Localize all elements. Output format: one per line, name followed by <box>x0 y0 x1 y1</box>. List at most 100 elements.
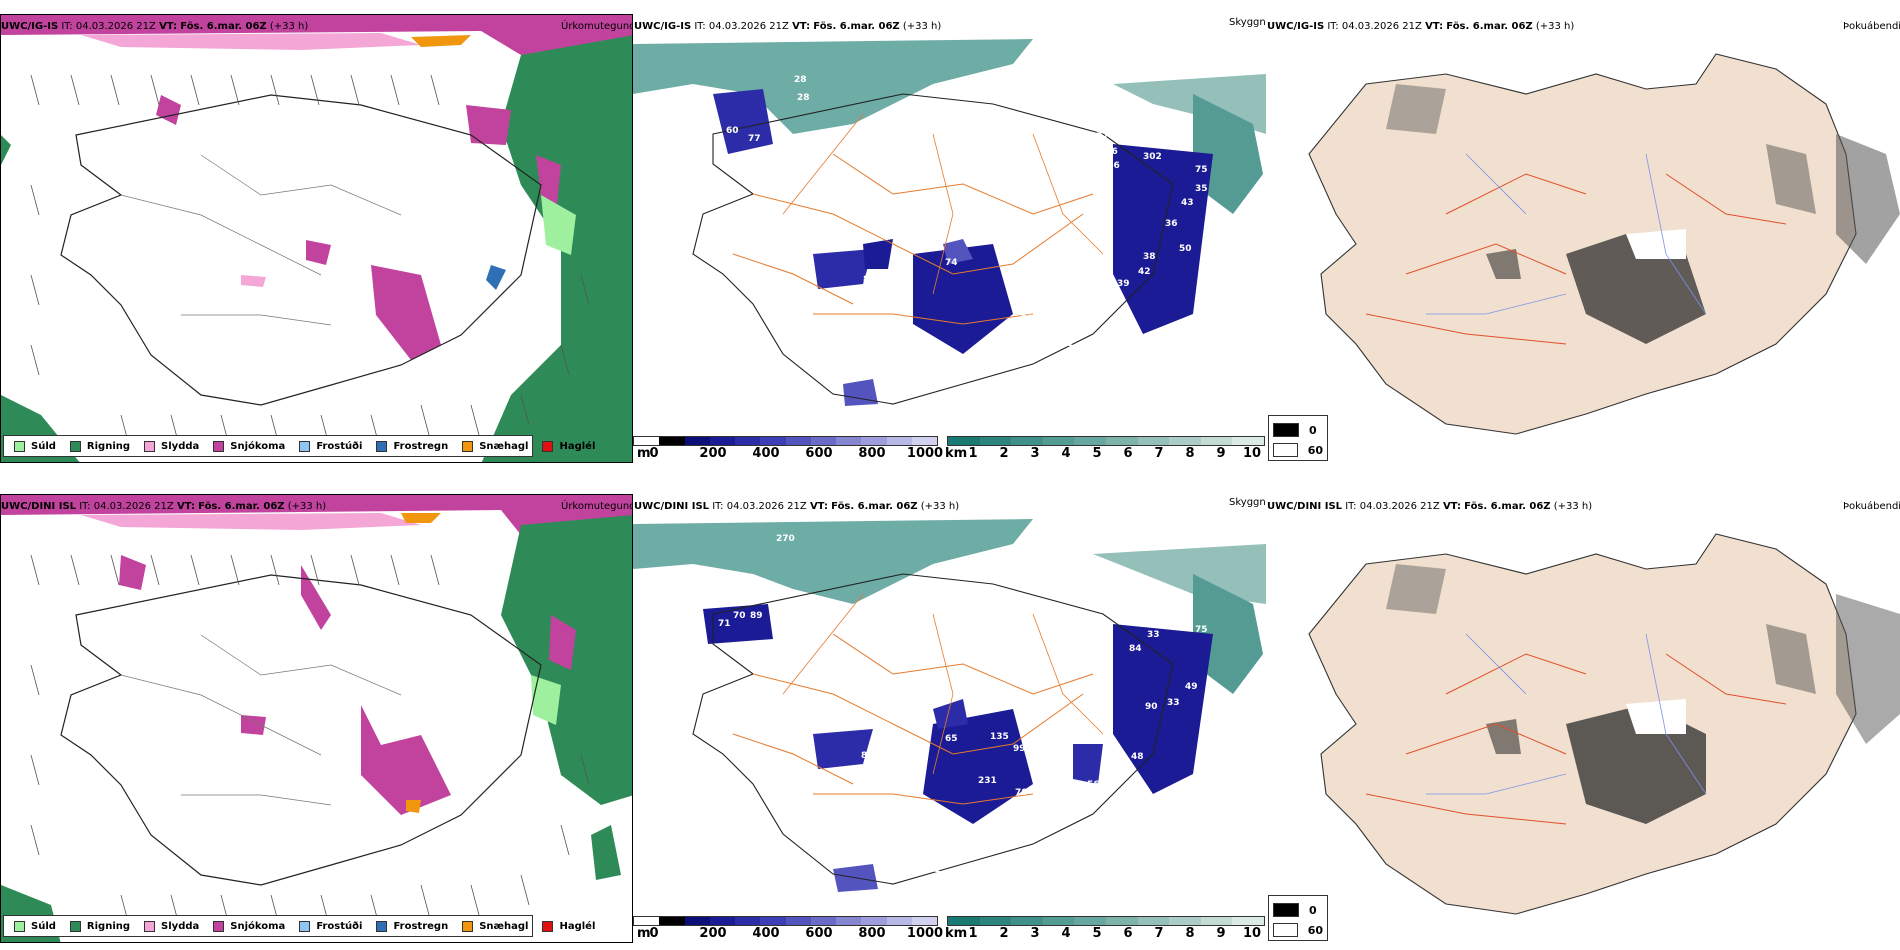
value-label: 36 <box>1165 219 1178 229</box>
cloud-map-bottom <box>633 494 1266 914</box>
value-label: 17 <box>903 386 916 396</box>
legend-item-hagel: Haglél <box>542 920 595 932</box>
fog-map-top <box>1266 14 1900 463</box>
legend-item-rigning: Rigning <box>69 920 130 932</box>
fog-map-panel-top <box>1266 14 1900 463</box>
cloud-value-labels-top: 60 77 95 16 302 75 35 43 36 38 42 39 50 … <box>633 14 1266 434</box>
value-label: 99 <box>1013 744 1026 754</box>
value-label: 91 <box>1021 314 1034 324</box>
fog-map-panel-bottom <box>1266 494 1900 943</box>
map-title-top-3: UWC/IG-IS IT: 04.03.2026 21Z VT: Fös. 6.… <box>1267 21 1575 32</box>
legend-item-frostregn: Frostregn <box>376 920 448 932</box>
field-name-precip-bottom: Úrkomutegund <box>561 501 636 512</box>
value-label: 75 <box>1195 165 1208 175</box>
height-ticks-top: m 0 200 400 600 800 1000 <box>637 446 944 461</box>
value-label: 302 <box>1143 152 1162 162</box>
cloud-value-labels-bottom: 270 71 70 89 116 128 75 33 49 90 48 99 1… <box>633 494 1266 914</box>
field-name-cloud-bottom: Skyggni <box>1229 497 1269 508</box>
value-label: 33 <box>1167 698 1180 708</box>
legend-item-hagel: Haglél <box>542 440 595 452</box>
value-label: 114 <box>885 277 904 287</box>
legend-item-rigning: Rigning <box>69 440 130 452</box>
value-label: 75 <box>1195 625 1208 635</box>
legend-item-snaehagl: Snæhagl <box>462 920 528 932</box>
field-name-fog-top: Þokuábendi <box>1843 21 1900 32</box>
value-label: 74 <box>945 258 958 268</box>
value-label: 48 <box>1131 752 1144 762</box>
cloud-map-top <box>633 14 1266 434</box>
legend-item-suld: Súld <box>14 920 56 932</box>
value-label: 28 <box>797 93 810 103</box>
cloud-map-panel-bottom: 270 71 70 89 116 128 75 33 49 90 48 99 1… <box>633 494 1266 914</box>
value-label: 90 <box>1145 702 1158 712</box>
legend-item-slydda: Slydda <box>144 920 199 932</box>
legend-item-frostudi: Frostúði <box>299 920 362 932</box>
precip-map-top <box>1 15 632 462</box>
value-label: 60 <box>726 126 739 136</box>
value-label: 43 <box>1181 198 1194 208</box>
precip-map-panel-bottom <box>0 494 633 943</box>
legend-item-suld: Súld <box>14 440 56 452</box>
visibility-colorbar-top <box>947 436 1265 446</box>
legend-item-slydda: Slydda <box>144 440 199 452</box>
value-label: 84 <box>1129 644 1142 654</box>
value-label: 89 <box>750 611 763 621</box>
value-label: 11 <box>928 865 941 875</box>
value-label: 86 <box>863 275 876 285</box>
visibility-ticks-top: km 1 2 3 4 5 6 7 8 9 10 <box>945 446 1262 461</box>
visibility-ticks-bottom: km 1 2 3 4 5 6 7 8 9 10 <box>945 926 1262 941</box>
value-label: 135 <box>990 732 1009 742</box>
height-colorbar-bottom <box>633 916 938 926</box>
value-label: 70 <box>1015 788 1028 798</box>
map-title-bottom-1: UWC/DINI ISL IT: 04.03.2026 21Z VT: Fös.… <box>1 501 327 512</box>
value-label: 77 <box>748 134 761 144</box>
value-label: 35 <box>1195 184 1208 194</box>
value-label: 80 <box>861 751 874 761</box>
fog-legend-top: 0 60 <box>1268 415 1328 461</box>
legend-item-snjokoma: Snjókoma <box>213 920 285 932</box>
value-label: 146 <box>1101 161 1120 171</box>
value-label: 77 <box>1096 132 1109 142</box>
value-label: 39 <box>1117 279 1130 289</box>
map-title-top-2: UWC/IG-IS IT: 04.03.2026 21Z VT: Fös. 6.… <box>634 21 942 32</box>
value-label: 132 <box>877 754 896 764</box>
map-title-bottom-2: UWC/DINI ISL IT: 04.03.2026 21Z VT: Fös.… <box>634 501 960 512</box>
value-label: 95 <box>1028 301 1041 311</box>
fog-map-bottom <box>1266 494 1900 943</box>
value-label: 56 <box>1087 780 1100 790</box>
field-name-precip-top: Úrkomutegund <box>561 21 636 32</box>
fog-legend-bottom: 0 60 <box>1268 895 1328 941</box>
value-label: 65 <box>945 734 958 744</box>
value-label: 231 <box>978 776 997 786</box>
legend-item-frostudi: Frostúði <box>299 440 362 452</box>
field-name-cloud-top: Skyggni <box>1229 17 1269 28</box>
visibility-colorbar-bottom <box>947 916 1265 926</box>
value-label: 95 <box>1125 118 1138 128</box>
map-title-bottom-3: UWC/DINI ISL IT: 04.03.2026 21Z VT: Fös.… <box>1267 501 1593 512</box>
cloud-map-panel-top: 60 77 95 16 302 75 35 43 36 38 42 39 50 … <box>633 14 1266 434</box>
value-label: 346 <box>1099 147 1118 157</box>
value-label: 111 <box>1031 287 1050 297</box>
value-label: 38 <box>1143 252 1156 262</box>
height-colorbar-top <box>633 436 938 446</box>
value-label: 70 <box>733 611 746 621</box>
value-label: 51 <box>1061 339 1074 349</box>
value-label: 143 <box>895 735 914 745</box>
legend-item-snaehagl: Snæhagl <box>462 440 528 452</box>
legend-item-snjokoma: Snjókoma <box>213 440 285 452</box>
value-label: 270 <box>776 534 795 544</box>
height-ticks-bottom: m 0 200 400 600 800 1000 <box>637 926 944 941</box>
value-label: 116 <box>775 611 794 621</box>
field-name-fog-bottom: Þokuábendi <box>1843 501 1900 512</box>
value-label: 128 <box>793 616 812 626</box>
value-label: 163 <box>1013 268 1032 278</box>
value-label: 71 <box>718 619 731 629</box>
precip-legend-top: Súld Rigning Slydda Snjókoma Frostúði Fr… <box>3 435 595 457</box>
value-label: 42 <box>1138 267 1151 277</box>
value-label: 28 <box>794 75 807 85</box>
map-title-top-1: UWC/IG-IS IT: 04.03.2026 21Z VT: Fös. 6.… <box>1 21 309 32</box>
value-label: 50 <box>1179 244 1192 254</box>
legend-item-frostregn: Frostregn <box>376 440 448 452</box>
precip-legend-bottom: Súld Rigning Slydda Snjókoma Frostúði Fr… <box>3 915 595 937</box>
precip-map-bottom <box>1 495 632 942</box>
